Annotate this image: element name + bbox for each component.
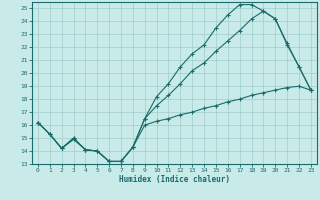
X-axis label: Humidex (Indice chaleur): Humidex (Indice chaleur)	[119, 175, 230, 184]
